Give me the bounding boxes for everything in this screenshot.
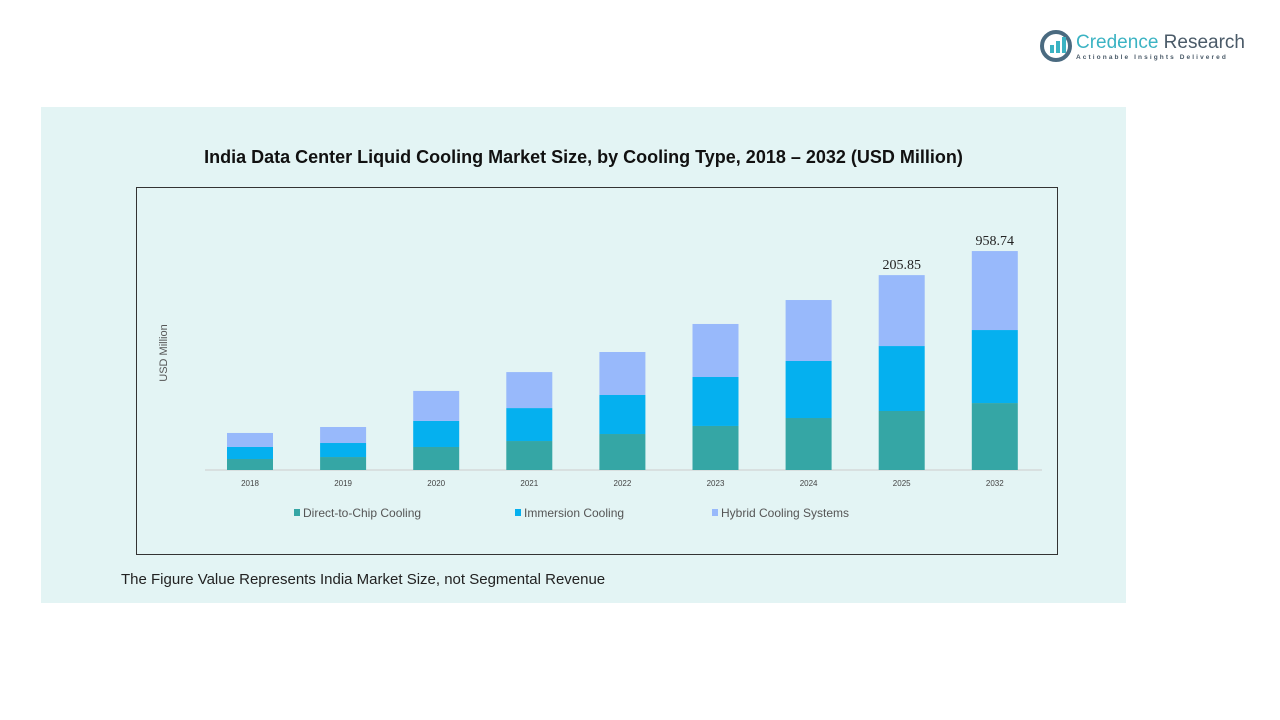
chart-title: India Data Center Liquid Cooling Market …: [204, 147, 963, 167]
bar-immersion-cooling-2032: [971, 330, 1018, 404]
bar-immersion-cooling-2021: [506, 408, 553, 442]
bar-hybrid-cooling-systems-2020: [413, 390, 460, 421]
bar-immersion-cooling-2024: [785, 361, 832, 419]
bar-direct-to-chip-cooling-2032: [971, 403, 1018, 470]
x-tick-label: 2020: [427, 479, 445, 488]
x-tick-label: 2025: [893, 479, 911, 488]
credence-research-logo: Credence Research Actionable Insights De…: [1040, 30, 1245, 62]
legend-swatch: [712, 509, 718, 516]
x-tick-label: 2021: [520, 479, 538, 488]
bar-direct-to-chip-cooling-2020: [413, 446, 460, 470]
bar-direct-to-chip-cooling-2019: [320, 457, 367, 470]
bar-immersion-cooling-2022: [599, 395, 646, 435]
bar-hybrid-cooling-systems-2018: [227, 432, 273, 447]
logo-chart-icon: [1040, 30, 1072, 62]
bar-direct-to-chip-cooling-2021: [506, 441, 553, 470]
legend-swatch: [294, 509, 300, 516]
legend-label: Immersion Cooling: [524, 506, 624, 520]
x-tick-label: 2022: [614, 479, 632, 488]
bar-direct-to-chip-cooling-2023: [692, 425, 739, 470]
data-label: 205.85: [882, 258, 921, 273]
bar-hybrid-cooling-systems-2032: [971, 251, 1018, 331]
chart-panel: India Data Center Liquid Cooling Market …: [41, 107, 1126, 603]
bar-hybrid-cooling-systems-2025: [878, 275, 925, 347]
bar-hybrid-cooling-systems-2023: [692, 323, 739, 378]
plot-area: USD Million 2018 2019 2020 2021 2022 2023 2024 2…: [136, 187, 1058, 555]
legend-swatch: [515, 509, 521, 516]
legend-label: Hybrid Cooling Systems: [721, 506, 849, 520]
bar-immersion-cooling-2018: [227, 446, 273, 460]
bar-hybrid-cooling-systems-2022: [599, 352, 646, 395]
bar-hybrid-cooling-systems-2024: [785, 300, 832, 362]
x-tick-label: 2024: [800, 479, 818, 488]
logo-name: Credence Research: [1076, 31, 1245, 53]
x-tick-label: 2018: [241, 479, 259, 488]
bar-direct-to-chip-cooling-2022: [599, 434, 646, 470]
data-label: 958.74: [976, 234, 1015, 249]
x-tick-label: 2019: [334, 479, 352, 488]
bar-direct-to-chip-cooling-2018: [227, 459, 273, 470]
bar-immersion-cooling-2025: [878, 346, 925, 412]
footnote: The Figure Value Represents India Market…: [121, 571, 606, 588]
bar-hybrid-cooling-systems-2019: [320, 427, 367, 444]
bar-direct-to-chip-cooling-2025: [878, 411, 925, 470]
y-axis-label: USD Million: [158, 324, 170, 381]
bar-immersion-cooling-2019: [320, 443, 367, 458]
logo-tagline: Actionable Insights Delivered: [1076, 53, 1228, 61]
stacked-bar-chart: USD Million 2018 2019 2020 2021 2022 2023 2024 2…: [158, 234, 1042, 520]
bar-hybrid-cooling-systems-2021: [506, 372, 553, 409]
bar-immersion-cooling-2020: [413, 420, 460, 447]
bar-direct-to-chip-cooling-2024: [785, 418, 832, 470]
x-tick-label: 2032: [986, 479, 1004, 488]
x-tick-label: 2023: [707, 479, 725, 488]
legend-label: Direct-to-Chip Cooling: [303, 506, 421, 520]
bar-immersion-cooling-2023: [692, 377, 739, 426]
